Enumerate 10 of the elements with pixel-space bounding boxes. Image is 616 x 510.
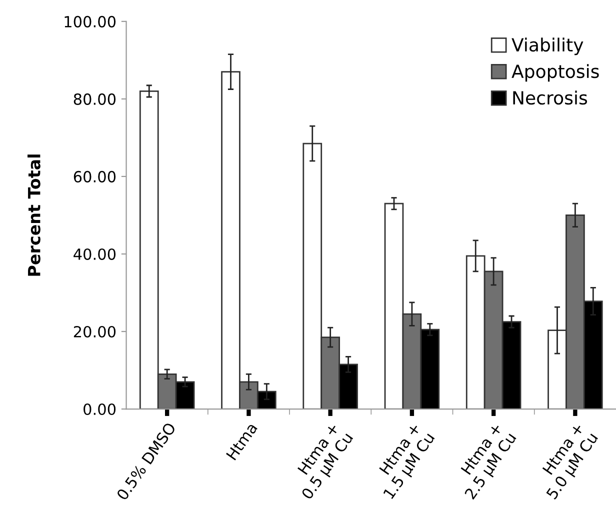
legend-label: Necrosis [513,90,588,105]
y-tick-label: 20.00 [74,326,116,338]
y-tick-label: 80.00 [74,93,116,105]
y-tick-label: 100.00 [64,16,116,28]
legend-label: Apoptosis [512,64,599,82]
y-tick-label: 40.00 [74,248,116,260]
y-tick-label: 0.00 [84,403,116,416]
y-tick-label: 60.00 [74,170,116,182]
y-axis-title: Percent Total [28,154,40,276]
legend-label: Viability [512,38,584,56]
